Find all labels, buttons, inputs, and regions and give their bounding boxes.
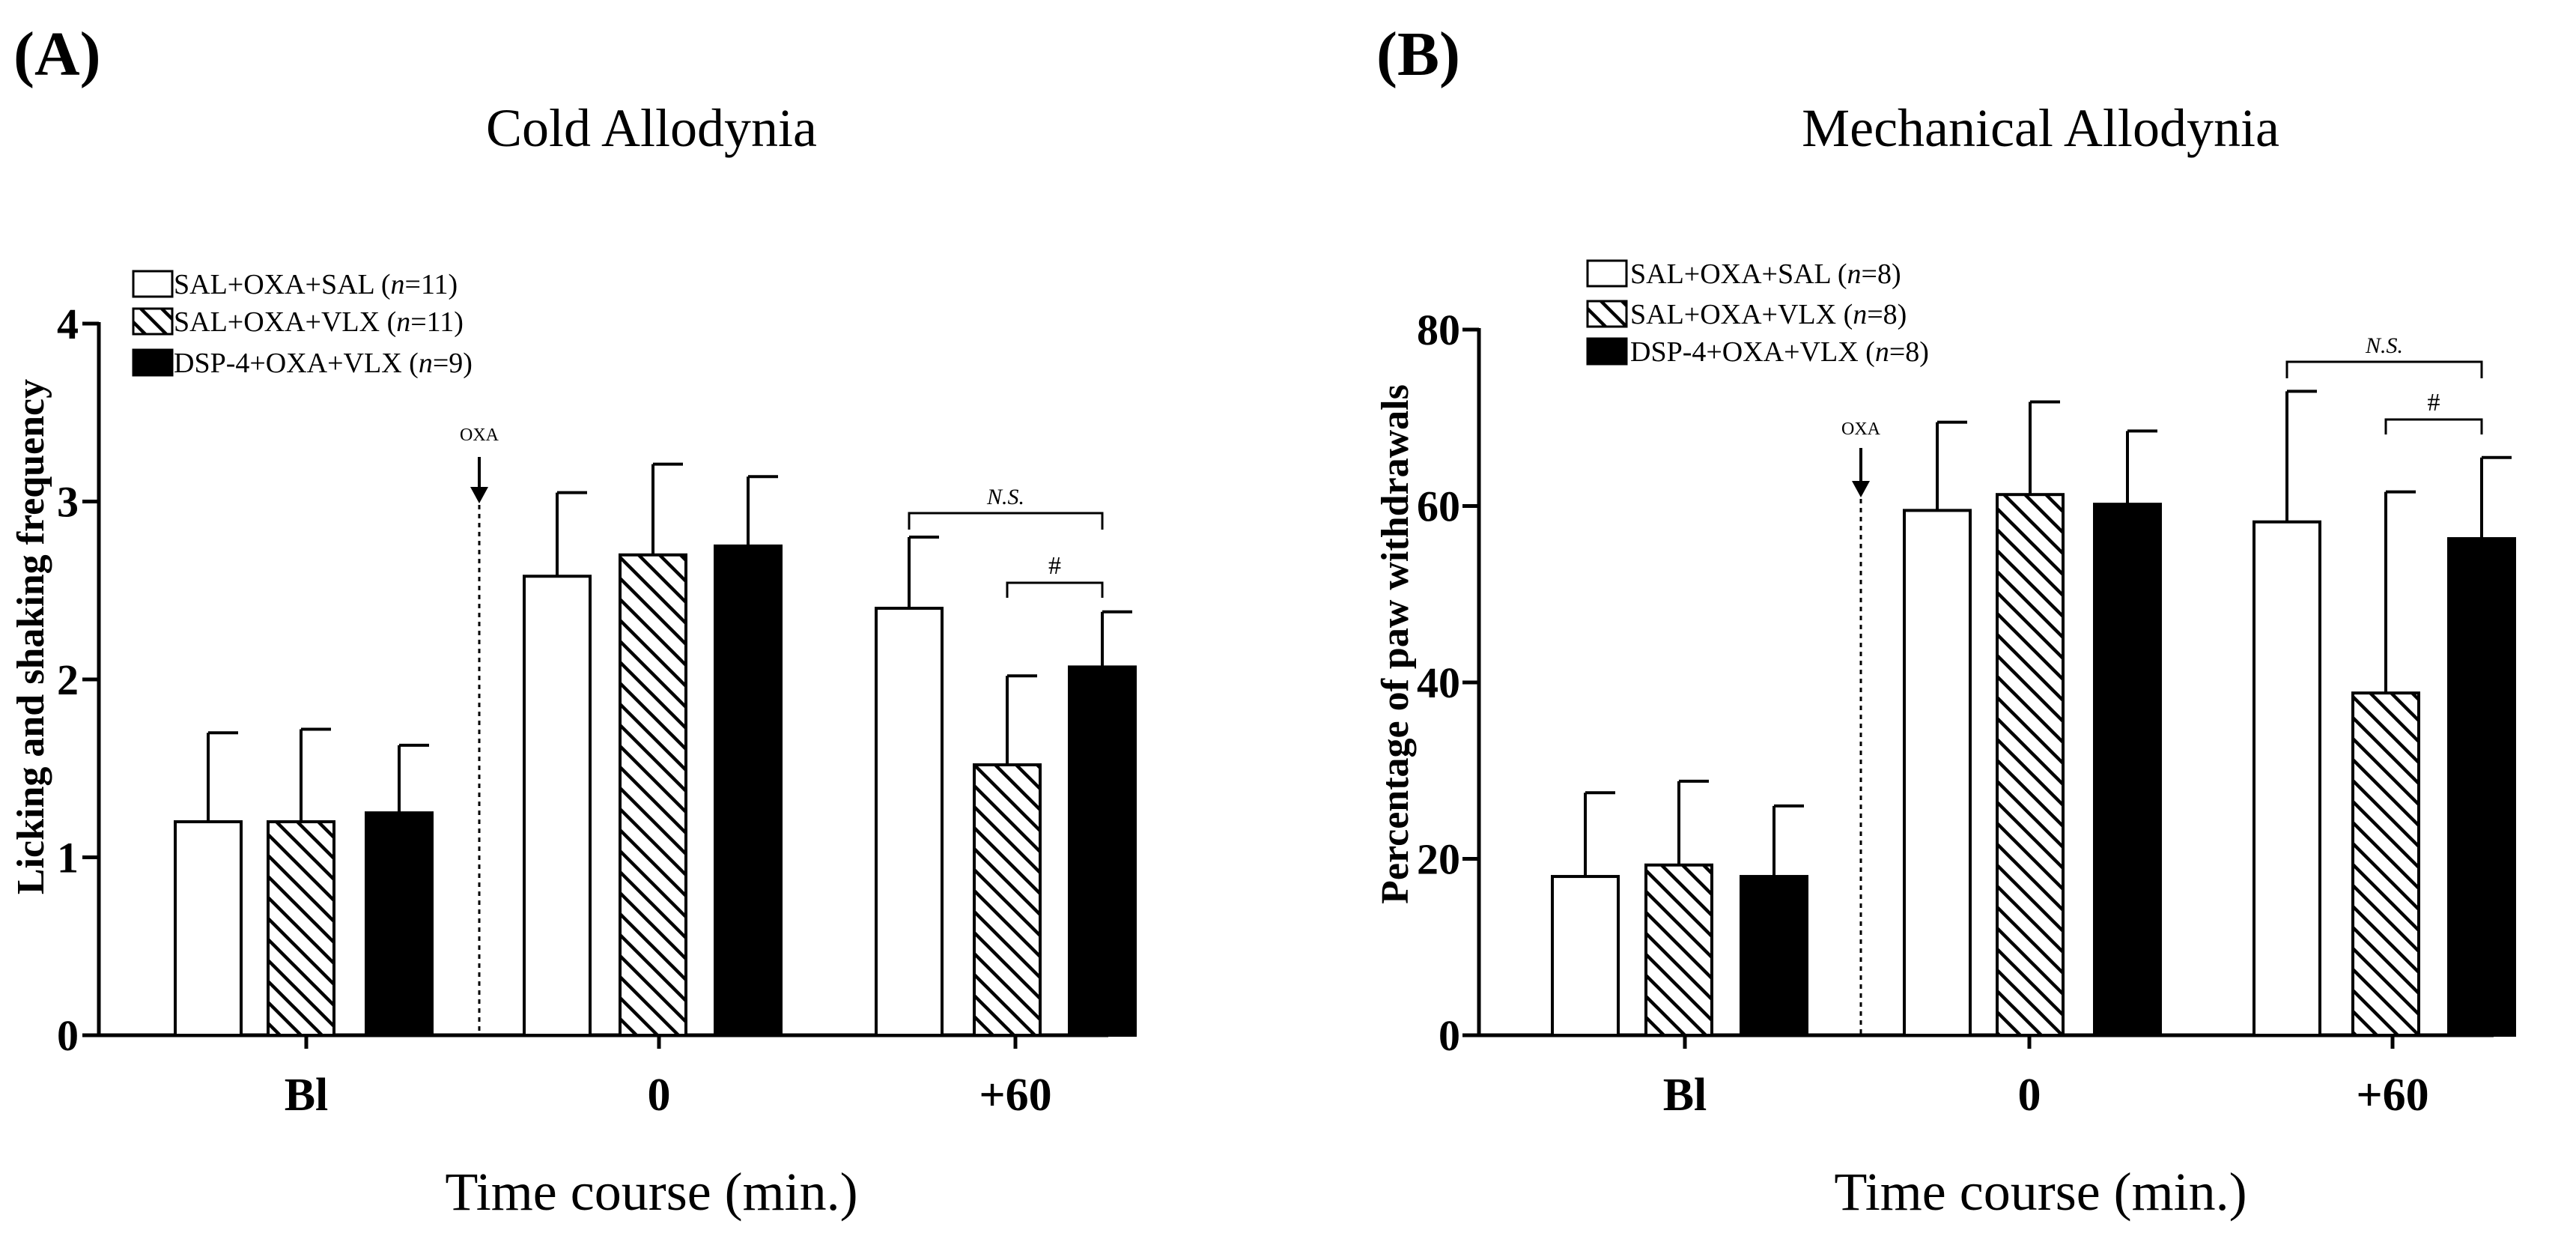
legend-entry: SAL+OXA+VLX (n=11) [174, 306, 464, 338]
legend-n-label: n [1875, 336, 1889, 368]
legend-n-value: =8 [1889, 336, 1919, 368]
legend-entry: DSP-4+OXA+VLX (n=8) [1630, 336, 1929, 368]
chart-panel-a: (A) Cold Allodynia Time course (min.) Licki… [10, 19, 1137, 1222]
bar [973, 763, 1042, 1037]
y-tick-label: 20 [1417, 835, 1460, 884]
bar [174, 820, 243, 1037]
legend-paren-close: ) [463, 348, 473, 379]
y-tick-label: 60 [1417, 482, 1460, 531]
significance-bracket [1006, 581, 1104, 598]
y-axis-title: Licking and shaking frequency [10, 379, 52, 894]
legend-n-value: =8 [1862, 258, 1892, 290]
legend-series-name: DSP-4+OXA+VLX [1630, 336, 1859, 368]
x-tick-label: +60 [2356, 1070, 2428, 1121]
bar [1551, 875, 1620, 1037]
bar [1740, 875, 1808, 1037]
y-tick-label: 0 [1439, 1011, 1460, 1060]
legend-series-name: SAL+OXA+VLX [174, 306, 380, 338]
bar [619, 553, 687, 1037]
bar [2253, 520, 2321, 1037]
legend-paren-open: ( [1836, 299, 1853, 330]
oxa-arrow-icon [1852, 481, 1870, 497]
legend-paren-open: ( [1830, 258, 1847, 290]
legend-swatch [132, 348, 174, 377]
legend-n-label: n [1853, 299, 1867, 330]
legend-paren-open: ( [1859, 336, 1875, 368]
bar [267, 820, 335, 1037]
legend-n-label: n [419, 348, 433, 379]
legend-paren-close: ) [1898, 299, 1907, 330]
legend-entry: SAL+OXA+SAL (n=8) [1630, 258, 1901, 290]
legend-n-label: n [1847, 258, 1862, 290]
x-tick-label: Bl [1663, 1070, 1707, 1121]
chart-panel-b: (B) Mechanical Allodynia Time course (min.… [1374, 19, 2516, 1222]
legend-series-name: SAL+OXA+VLX [1630, 299, 1836, 330]
y-tick-label: 40 [1417, 658, 1460, 707]
legend-n-label: n [391, 269, 405, 300]
bar [2351, 691, 2420, 1037]
bar [1644, 863, 1713, 1037]
legend-n-label: n [396, 306, 410, 338]
legend-paren-close: ) [1892, 258, 1901, 290]
bar [1068, 665, 1137, 1037]
legend-swatch [1586, 259, 1628, 288]
legend-series-name: DSP-4+OXA+VLX [174, 348, 402, 379]
y-axis-title: Percentage of paw withdrawals [1374, 384, 1417, 904]
bar [2447, 537, 2516, 1037]
x-tick-label: 0 [648, 1070, 671, 1121]
legend-swatch [1586, 337, 1628, 366]
y-tick-label: 0 [57, 1011, 79, 1060]
legend-paren-close: ) [454, 306, 464, 338]
x-axis-title: Time course (min.) [445, 1162, 857, 1222]
significance-bracket [2384, 418, 2483, 434]
y-tick-label: 2 [57, 655, 79, 704]
legend-n-value: =8 [1867, 299, 1897, 330]
legend-entry: SAL+OXA+SAL (n=11) [174, 269, 458, 300]
legend-entry: DSP-4+OXA+VLX (n=9) [174, 348, 473, 379]
significance-bracket [908, 512, 1104, 530]
legend-paren-close: ) [449, 269, 458, 300]
legend-n-value: =11 [405, 269, 449, 300]
significance-label: # [2428, 389, 2440, 416]
bar [365, 811, 434, 1037]
legend-n-value: =11 [410, 306, 454, 338]
x-tick-label: Bl [285, 1070, 329, 1121]
significance-label: N.S. [2365, 333, 2403, 358]
legend-paren-open: ( [374, 269, 390, 300]
oxa-marker-label: OXA [460, 425, 499, 445]
legend-paren-open: ( [402, 348, 419, 379]
y-tick-label: 4 [57, 300, 79, 348]
chart-title: Mechanical Allodynia [1802, 98, 2279, 158]
legend-swatch [132, 270, 174, 298]
bar [2093, 503, 2162, 1037]
y-tick-label: 3 [57, 478, 79, 527]
oxa-arrow-icon [470, 487, 488, 503]
x-tick-label: 0 [2018, 1070, 2041, 1121]
oxa-marker-label: OXA [1841, 419, 1881, 439]
legend-paren-open: ( [380, 306, 396, 338]
significance-label: # [1048, 552, 1061, 580]
panel-label: (A) [13, 19, 101, 89]
bar [714, 544, 783, 1037]
legend-swatch [1586, 300, 1628, 328]
significance-bracket [2285, 360, 2483, 378]
x-axis-title: Time course (min.) [1834, 1162, 2247, 1222]
significance-label: N.S. [986, 485, 1024, 509]
legend-paren-close: ) [1919, 336, 1929, 368]
y-tick-label: 1 [57, 834, 79, 882]
legend-swatch [132, 307, 174, 336]
chart-title: Cold Allodynia [486, 98, 817, 158]
x-tick-label: +60 [979, 1070, 1051, 1121]
bar [875, 607, 944, 1037]
legend-n-value: =9 [433, 348, 463, 379]
legend-entry: SAL+OXA+VLX (n=8) [1630, 299, 1907, 330]
legend-series-name: SAL+OXA+SAL [1630, 258, 1830, 290]
bar [523, 575, 592, 1037]
legend-series-name: SAL+OXA+SAL [174, 269, 374, 300]
panel-label: (B) [1376, 19, 1460, 89]
bar [1903, 509, 1972, 1037]
bar [1996, 493, 2065, 1037]
y-tick-label: 80 [1417, 306, 1460, 354]
